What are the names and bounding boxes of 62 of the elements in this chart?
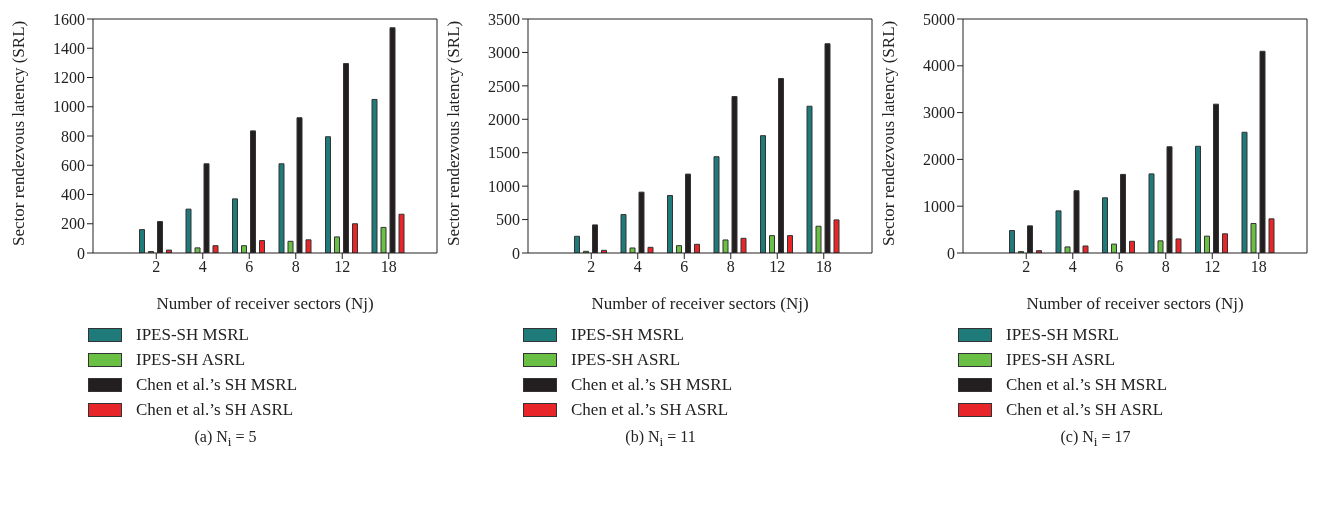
- x-tick-label: 2: [1022, 258, 1031, 276]
- y-tick-label: 1500: [488, 144, 520, 162]
- y-tick-label: 1000: [53, 98, 85, 116]
- y-tick-label: 1000: [923, 197, 955, 215]
- y-tick-label: 2000: [923, 151, 955, 169]
- x-tick-label: 8: [1161, 258, 1170, 276]
- y-tick-label: 5000: [923, 10, 955, 28]
- legend-label: IPES-SH ASRL: [571, 349, 681, 370]
- legend-label: IPES-SH MSRL: [571, 324, 684, 345]
- y-tick-label: 2500: [488, 77, 520, 95]
- x-tick-label: 18: [815, 258, 832, 276]
- x-tick-label: 4: [1068, 258, 1077, 276]
- x-tick-label: 4: [633, 258, 642, 276]
- x-tick-label: 6: [245, 258, 254, 276]
- x-tick-label: 6: [680, 258, 689, 276]
- y-tick-label: 1200: [53, 69, 85, 87]
- y-tick-label: 1400: [53, 39, 85, 57]
- x-axis-title: Number of receiver sectors (Nj): [156, 294, 374, 313]
- x-tick-label: 12: [334, 258, 351, 276]
- y-tick-label: 400: [61, 186, 85, 204]
- legend-label: Chen et al.’s SH MSRL: [1006, 374, 1168, 395]
- legend-label: IPES-SH MSRL: [1006, 324, 1119, 345]
- y-tick-label: 200: [61, 215, 85, 233]
- y-tick-label: 1600: [53, 10, 85, 28]
- y-tick-label: 600: [61, 156, 85, 174]
- text: (c) N$_{i}$ = 17: [1059, 428, 1132, 451]
- y-axis-title: Sector rendezvous latency (SRL): [879, 20, 899, 246]
- x-tick-label: 4: [198, 258, 207, 276]
- legend-label: IPES-SH MSRL: [136, 324, 249, 345]
- y-tick-label: 0: [512, 244, 520, 262]
- legend-label: IPES-SH ASRL: [1006, 349, 1116, 370]
- x-tick-label: 2: [152, 258, 161, 276]
- y-axis-title: Sector rendezvous latency (SRL): [9, 20, 29, 246]
- y-axis-title: Sector rendezvous latency (SRL): [444, 20, 464, 246]
- y-tick-label: 4000: [923, 57, 955, 75]
- x-axis-title: Number of receiver sectors (Nj): [591, 294, 809, 313]
- text: (a) N$_{i}$ = 5: [193, 428, 258, 451]
- y-tick-label: 3000: [923, 104, 955, 122]
- x-tick-label: 18: [1250, 258, 1267, 276]
- legend-label: IPES-SH ASRL: [136, 349, 246, 370]
- x-tick-label: 18: [380, 258, 397, 276]
- y-tick-label: 3500: [488, 10, 520, 28]
- x-tick-label: 12: [1204, 258, 1221, 276]
- x-axis-title: Number of receiver sectors (Nj): [1026, 294, 1244, 313]
- y-tick-label: 0: [77, 244, 85, 262]
- x-tick-label: 8: [726, 258, 735, 276]
- y-tick-label: 3000: [488, 44, 520, 62]
- x-tick-label: 8: [291, 258, 300, 276]
- legend-label: Chen et al.’s SH ASRL: [136, 399, 294, 420]
- text: (b) N$_{i}$ = 11: [624, 428, 697, 451]
- x-tick-label: 6: [1115, 258, 1124, 276]
- y-tick-label: 500: [496, 211, 520, 229]
- x-tick-label: 12: [769, 258, 786, 276]
- legend-label: Chen et al.’s SH MSRL: [571, 374, 733, 395]
- y-tick-label: 0: [947, 244, 955, 262]
- y-tick-label: 800: [61, 127, 85, 145]
- legend-label: Chen et al.’s SH MSRL: [136, 374, 298, 395]
- x-tick-label: 2: [587, 258, 596, 276]
- legend-label: Chen et al.’s SH ASRL: [571, 399, 729, 420]
- y-tick-label: 1000: [488, 177, 520, 195]
- legend-label: Chen et al.’s SH ASRL: [1006, 399, 1164, 420]
- y-tick-label: 2000: [488, 110, 520, 128]
